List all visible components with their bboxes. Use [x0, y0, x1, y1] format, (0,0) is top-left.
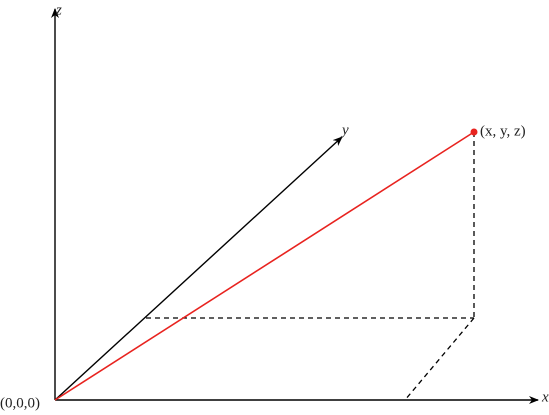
point-label: (x, y, z) [480, 123, 526, 139]
x-label: x [541, 389, 549, 405]
dashed-diagonal [404, 317, 475, 401]
y-label: y [340, 122, 349, 138]
point [470, 128, 478, 136]
y-axis [54, 136, 343, 401]
z-label: z [55, 2, 62, 18]
origin-label: (0,0,0) [0, 395, 40, 411]
position-vector [54, 131, 475, 401]
